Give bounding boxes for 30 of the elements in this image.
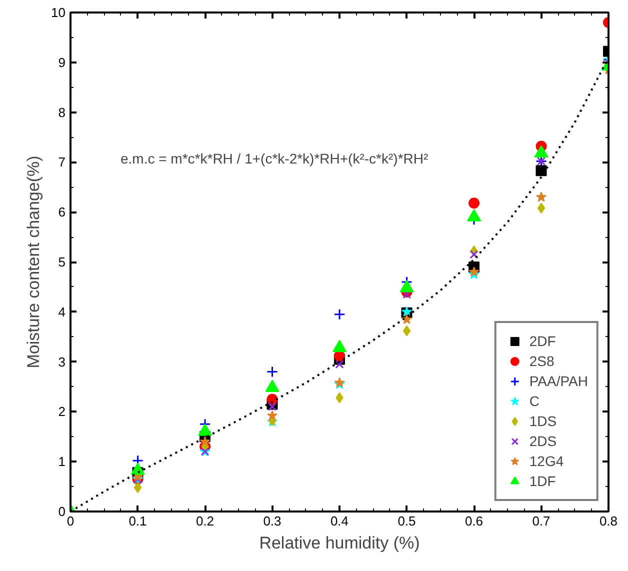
x-tick-label: 0.3 [263,514,282,528]
legend-label: 2DS [529,433,557,449]
x-tick-label: 0.8 [599,514,618,528]
y-tick-label: 4 [58,304,66,320]
legend-label: 1DF [529,473,556,489]
y-tick-label: 0 [58,504,66,519]
legend-label: C [529,393,540,409]
y-tick-label: 2 [58,404,66,420]
y-tick-label: 10 [51,5,66,20]
y-axis-title: Moisture content change(%) [24,156,44,368]
x-tick-label: 0.7 [532,514,550,528]
x-tick-label: 0.6 [464,514,484,528]
x-tick-label: 0.4 [330,514,349,528]
x-tick-label: 0.1 [128,514,147,528]
y-tick-label: 5 [58,254,66,270]
y-tick-label: 1 [58,454,66,470]
x-tick-label: 0.2 [196,514,214,528]
legend-label: 12G4 [529,453,564,469]
y-tick-label: 6 [58,204,66,220]
y-tick-label: 3 [58,354,66,370]
y-tick-label: 7 [58,154,66,170]
legend-label: 1DS [529,413,557,429]
y-tick-label: 8 [58,104,66,120]
x-tick-label: 0.5 [398,514,416,528]
y-tick-label: 9 [58,54,66,70]
legend-label: 2S8 [529,353,554,369]
legend-label: 2DF [529,333,556,349]
legend-label: PAA/PAH [529,373,588,389]
annotation: e.m.c = m*c*k*RH / 1+(c*k-2*k)*RH+(k²-c*k²)*RH² [120,150,428,166]
x-axis-title: Relative humidity (%) [259,534,420,552]
